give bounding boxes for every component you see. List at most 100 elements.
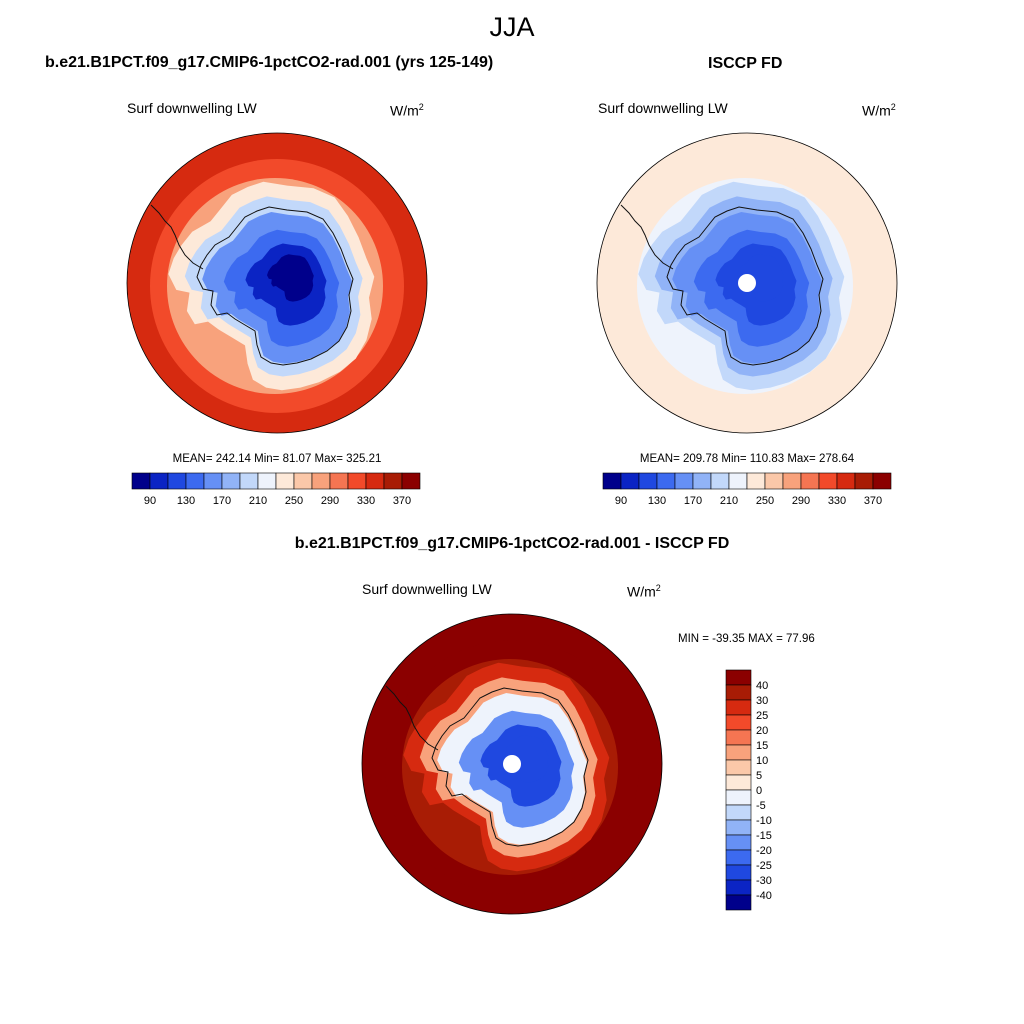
panel-diff-antarctica-coastline (431, 687, 589, 847)
panel-diff-colorbar-box-14 (725, 879, 752, 896)
panel-diff-pole-hole (503, 755, 521, 773)
panel-model-colorbar-box-12 (347, 472, 367, 490)
figure-title: JJA (489, 12, 535, 42)
panel-obs-colorbar-box-5 (692, 472, 712, 490)
panel-obs-colorbar-label-3: 210 (720, 495, 738, 507)
panel-diff-colorbar-box-4 (725, 729, 752, 746)
panel-obs-title: ISCCP FD (708, 55, 783, 72)
panel-diff-stats: MIN = -39.35 MAX = 77.96 (678, 633, 815, 645)
panel-obs-colorbar-labels: 90 130 170 210 250 290 330 370 (615, 495, 882, 507)
panel-obs-colorbar-box-4 (674, 472, 694, 490)
panel-obs-colorbar-box-15 (872, 472, 892, 490)
panel-diff-colorbar-label-8: -5 (756, 800, 766, 812)
panel-model-colorbar-box-14 (383, 472, 403, 490)
panel-obs-colorbar-box-2 (638, 472, 658, 490)
panel-diff-colorbar: 40 30 25 20 15 10 5 0 -5 -10 -15 -20 -25 -30 -40 (725, 669, 772, 911)
panel-obs-colorbar-box-10 (782, 472, 802, 490)
panel-diff-colorbar-box-3 (725, 714, 752, 731)
panel-diff-colorbar-label-5: 10 (756, 755, 768, 767)
panel-obs-stats: MEAN= 209.78 Min= 110.83 Max= 278.64 (639, 453, 855, 465)
panel-model-colorbar-box-9 (293, 472, 313, 490)
panel-diff-colorbar-label-3: 20 (756, 725, 768, 737)
panel-model-colorbar-boxes (131, 472, 421, 490)
panel-obs-peninsula-coastline (620, 204, 674, 270)
panel-diff-colorbar-labels: 40 30 25 20 15 10 5 0 -5 -10 -15 -20 -25 -30 -40 (756, 680, 772, 902)
panel-model-polar-map (126, 132, 428, 434)
panel-obs-colorbar-label-6: 330 (828, 495, 846, 507)
panel-obs-colorbar-box-13 (836, 472, 856, 490)
panel-obs-colorbar-box-3 (656, 472, 676, 490)
panel-obs-antarctica-coastline (666, 206, 824, 366)
panel-diff-colorbar-box-1 (725, 684, 752, 701)
panel-diff-colorbar-box-11 (725, 834, 752, 851)
panel-model-title: b.e21.B1PCT.f09_g17.CMIP6-1pctCO2-rad.00… (45, 54, 494, 71)
panel-diff-colorbar-box-15 (725, 894, 752, 911)
panel-diff-contour-band-8 (502, 735, 549, 783)
panel-model-units: W/m2 (390, 102, 424, 119)
panel-model-colorbar-box-2 (167, 472, 187, 490)
panel-obs-colorbar-box-6 (710, 472, 730, 490)
panel-diff-polar-map (361, 613, 663, 915)
panel-obs-colorbar-box-11 (800, 472, 820, 490)
panel-obs-variable: Surf downwelling LW (598, 100, 728, 116)
panel-obs-colorbar-box-12 (818, 472, 838, 490)
panel-diff-colorbar-box-8 (725, 789, 752, 806)
panel-obs-colorbar-label-0: 90 (615, 495, 627, 507)
panel-obs-colorbar-label-1: 130 (648, 495, 666, 507)
panel-model-colorbar-box-10 (311, 472, 331, 490)
panel-diff-colorbar-box-5 (725, 744, 752, 761)
panel-diff-colorbar-label-10: -15 (756, 830, 772, 842)
panel-diff-peninsula-coastline (385, 685, 439, 751)
panel-model-fill-layers (127, 133, 427, 433)
panel-diff-colorbar-boxes (725, 669, 752, 911)
panel-model-colorbar-box-5 (221, 472, 241, 490)
panel-diff-map-border (361, 613, 663, 915)
panel-model-colorbar-box-13 (365, 472, 385, 490)
panel-diff-colorbar-box-6 (725, 759, 752, 776)
panel-model-colorbar-box-4 (203, 472, 223, 490)
panel-diff-colorbar-label-12: -25 (756, 860, 772, 872)
panel-model-colorbar-label-4: 250 (285, 495, 303, 507)
panel-diff-colorbar-label-13: -30 (756, 875, 772, 887)
panel-model-peninsula-coastline (150, 204, 204, 270)
panel-model-colorbar-label-3: 210 (249, 495, 267, 507)
panel-obs-colorbar-label-5: 290 (792, 495, 810, 507)
panel-model-colorbar: 90 130 170 210 250 290 330 370 (131, 472, 421, 507)
panel-diff-colorbar-label-4: 15 (756, 740, 768, 752)
panel-obs-polar-map (596, 132, 898, 434)
panel-model-colorbar-box-11 (329, 472, 349, 490)
panel-model-antarctica-coastline (196, 206, 354, 366)
panel-obs-pole-hole (738, 274, 756, 292)
panel-diff-colorbar-label-0: 40 (756, 680, 768, 692)
panel-model-colorbar-box-1 (149, 472, 169, 490)
panel-model-colorbar-box-7 (257, 472, 277, 490)
panel-model-colorbar-box-0 (131, 472, 151, 490)
panel-diff-colorbar-label-9: -10 (756, 815, 772, 827)
panel-obs-colorbar: 90 130 170 210 250 290 330 370 (602, 472, 892, 507)
panel-model-colorbar-label-7: 370 (393, 495, 411, 507)
panel-diff-colorbar-box-0 (725, 669, 752, 686)
panel-obs-colorbar-boxes (602, 472, 892, 490)
panel-model-map-border (126, 132, 428, 434)
panel-obs-colorbar-box-7 (728, 472, 748, 490)
panel-obs-colorbar-label-2: 170 (684, 495, 702, 507)
panel-diff-variable: Surf downwelling LW (362, 581, 492, 597)
panel-obs-colorbar-box-1 (620, 472, 640, 490)
panel-diff-colorbar-label-11: -20 (756, 845, 772, 857)
panel-model-colorbar-labels: 90 130 170 210 250 290 330 370 (144, 495, 411, 507)
panel-obs-map-border (596, 132, 898, 434)
panel-model-colorbar-label-1: 130 (177, 495, 195, 507)
panel-diff-colorbar-box-7 (725, 774, 752, 791)
panel-diff-colorbar-label-6: 5 (756, 770, 762, 782)
panel-diff-colorbar-box-10 (725, 819, 752, 836)
panel-model-stats: MEAN= 242.14 Min= 81.07 Max= 325.21 (172, 453, 382, 465)
panel-obs-colorbar-box-14 (854, 472, 874, 490)
panel-diff-colorbar-box-12 (725, 849, 752, 866)
panel-obs-contour-band-8 (737, 254, 784, 302)
panel-obs-colorbar-box-8 (746, 472, 766, 490)
panel-diff-colorbar-label-2: 25 (756, 710, 768, 722)
panel-diff-units: W/m2 (627, 583, 661, 600)
panel-model-contour-band-8 (267, 254, 314, 302)
panel-obs-colorbar-box-0 (602, 472, 622, 490)
panel-obs-colorbar-label-7: 370 (864, 495, 882, 507)
